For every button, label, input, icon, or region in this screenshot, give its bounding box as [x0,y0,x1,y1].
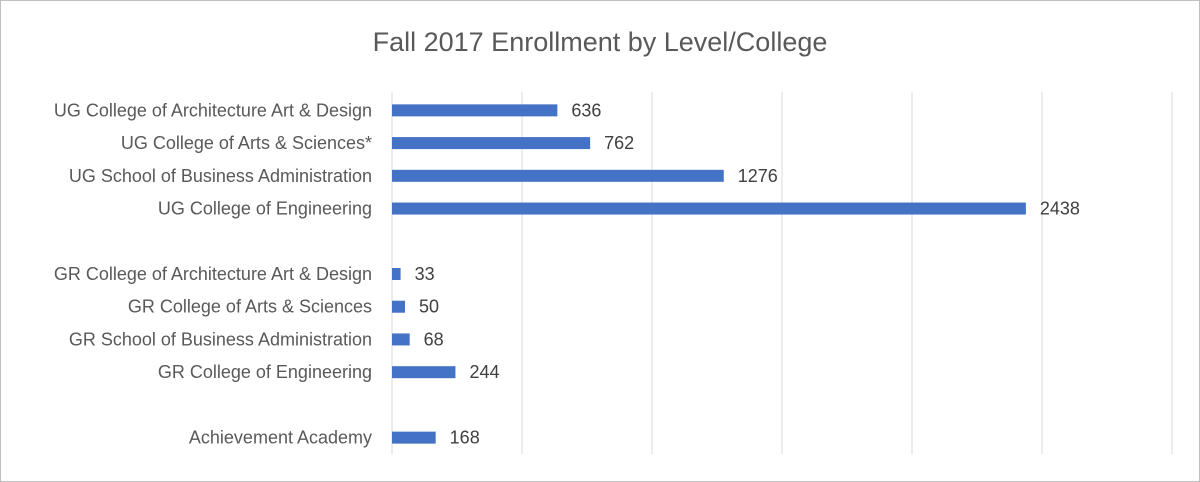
category-label: GR College of Engineering [158,362,372,382]
bar [392,268,401,280]
category-label: UG College of Arts & Sciences* [121,133,372,153]
value-label: 636 [571,100,601,120]
category-label: GR School of Business Administration [69,329,372,349]
bar [392,431,436,444]
bars [392,104,1026,444]
category-label: GR College of Architecture Art & Design [54,264,372,284]
bar [392,300,405,313]
category-labels: UG College of Architecture Art & Design U… [54,100,372,447]
bar [392,202,1026,215]
bar [392,137,591,150]
value-label: 762 [604,133,634,153]
value-label: 50 [419,297,439,317]
value-label: 244 [469,362,499,382]
bar [392,169,724,182]
gridlines [391,92,1173,454]
category-label: GR College of Arts & Sciences [128,297,372,317]
value-label: 33 [415,264,435,284]
value-label: 2438 [1040,199,1080,219]
bar [392,104,558,117]
category-label: UG College of Architecture Art & Design [54,100,372,120]
value-label: 68 [424,329,444,349]
category-label: UG College of Engineering [158,199,372,219]
category-label: UG School of Business Administration [69,166,372,186]
chart-title: Fall 2017 Enrollment by Level/College [372,27,828,57]
bar [392,366,456,379]
value-label: 168 [450,428,480,448]
value-label: 1276 [738,166,778,186]
bar [392,333,410,346]
category-label: Achievement Academy [189,428,372,448]
